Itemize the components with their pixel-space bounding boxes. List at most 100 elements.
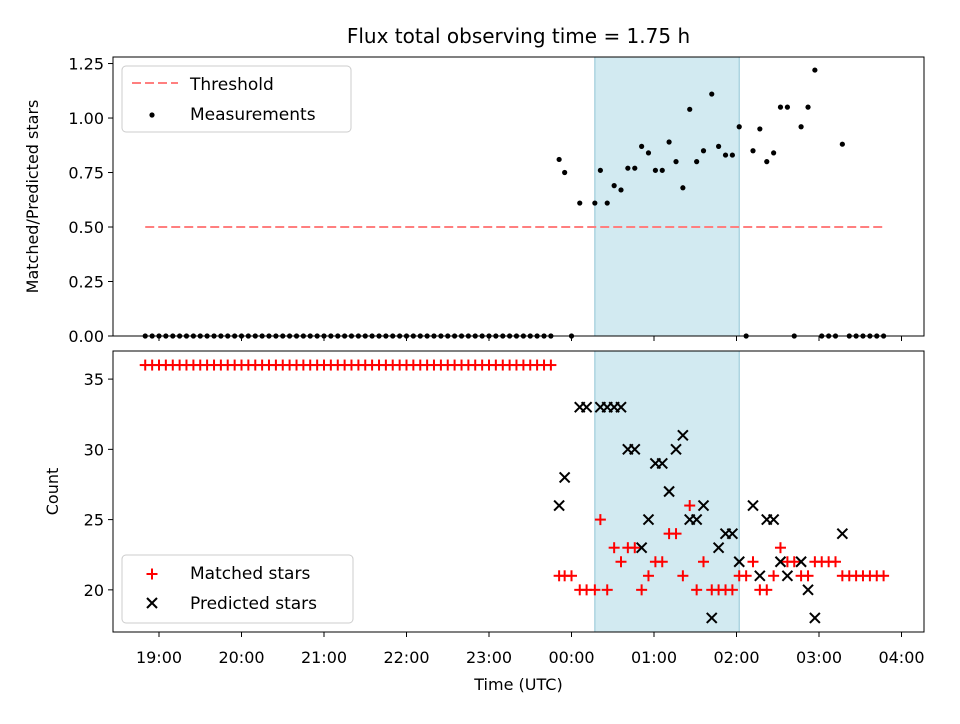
- measurement-point: [611, 183, 617, 189]
- measurement-point: [798, 124, 804, 130]
- measurement-point: [715, 143, 722, 149]
- x-axis-label: Time (UTC): [473, 675, 562, 694]
- measurement-point: [618, 187, 624, 193]
- matched-star-point: [747, 556, 759, 568]
- bottom-legend-box: [121, 554, 354, 624]
- bottom-y-axis-label: Count: [43, 468, 62, 516]
- matched-star-point: [878, 570, 890, 582]
- measurement-point: [764, 159, 770, 165]
- measurement-point: [680, 185, 686, 191]
- measurement-point: [562, 169, 568, 176]
- predicted-star-point: [706, 612, 718, 624]
- x-tick-label: 22:00: [383, 648, 429, 667]
- x-tick-label: 23:00: [466, 648, 512, 667]
- bottom-y-tick-label: 25: [84, 511, 104, 530]
- measurement-point: [805, 104, 811, 110]
- predicted-star-point: [663, 485, 675, 498]
- top-y-tick-label: 0.00: [68, 327, 104, 346]
- matched-star-point: [594, 514, 606, 526]
- matched-star-point: [698, 556, 709, 568]
- bottom-x-ticks: 19:00 20:00 21:00 22:00 23:00 00:00 01:00 02:00…: [136, 632, 925, 667]
- matched-star-point: [740, 570, 752, 582]
- matched-star-point: [830, 556, 841, 568]
- predicted-star-point: [690, 513, 703, 526]
- predicted-legend-label: Predicted stars: [190, 594, 317, 614]
- predicted-star-point: [767, 513, 780, 526]
- top-y-tick-label: 0.75: [68, 164, 104, 183]
- predicted-star-point: [747, 499, 759, 512]
- x-tick-label: 00:00: [548, 648, 594, 667]
- top-legend: Threshold Measurements: [121, 65, 352, 133]
- top-panel: 0.00 0.25 0.50 0.75 1.00 1.25 Flux total obse…: [23, 24, 925, 346]
- matched-star-point: [788, 556, 800, 568]
- predicted-star-point: [558, 471, 571, 484]
- predicted-star-point: [656, 457, 668, 470]
- predicted-star-point: [580, 401, 593, 413]
- top-y-tick-label: 1.25: [68, 55, 104, 74]
- threshold-legend-label: Threshold: [189, 75, 274, 95]
- bottom-y-tick-label: 30: [84, 440, 104, 459]
- chart-title: Flux total observing time = 1.75 h: [347, 24, 690, 48]
- x-tick-label: 19:00: [136, 648, 182, 667]
- bottom-y-tick-label: 35: [84, 370, 104, 389]
- x-tick-label: 04:00: [878, 648, 924, 667]
- matched-legend-label: Matched stars: [190, 564, 310, 584]
- matched-star-point: [636, 584, 648, 596]
- bottom-y-ticks: 20 25 30 35: [84, 370, 113, 600]
- matched-star-point: [629, 542, 641, 554]
- matched-star-point: [691, 584, 703, 596]
- matched-star-point: [608, 542, 620, 554]
- predicted-star-point: [795, 556, 807, 568]
- top-x-ticks: [158, 336, 902, 341]
- measurement-point: [812, 67, 818, 73]
- measurement-point: [639, 143, 645, 149]
- predicted-star-point: [774, 556, 787, 568]
- predicted-star-point: [677, 429, 689, 442]
- measurement-point: [839, 141, 845, 147]
- top-y-tick-label: 0.25: [68, 273, 104, 292]
- measurement-point: [771, 150, 777, 156]
- measurement-point: [604, 200, 610, 206]
- matched-star-point: [684, 500, 696, 512]
- top-y-tick-label: 0.50: [68, 218, 104, 237]
- bottom-panel: 20 25 30 35 19:00 20:00 21:00 22:00 23:00 00:00 0…: [43, 350, 925, 694]
- matched-star-point: [726, 584, 738, 596]
- measurement-point: [652, 167, 659, 173]
- predicted-star-point: [781, 570, 794, 582]
- measurement-point: [722, 152, 729, 158]
- measurement-point: [659, 167, 665, 173]
- matched-star-point: [761, 584, 773, 596]
- measurement-point: [666, 139, 672, 145]
- predicted-star-point: [697, 499, 710, 512]
- measurement-point: [750, 148, 756, 154]
- measurement-point: [687, 106, 693, 112]
- top-y-axis-label: Matched/Predicted stars: [23, 100, 42, 294]
- predicted-star-point: [629, 443, 641, 456]
- matched-star-point: [545, 359, 557, 371]
- measurement-point: [632, 165, 638, 171]
- predicted-star-point: [726, 527, 739, 540]
- matched-star-point: [670, 528, 682, 540]
- top-y-ticks: 0.00 0.25 0.50 0.75 1.00 1.25: [68, 55, 113, 346]
- x-tick-label: 20:00: [218, 648, 264, 667]
- matched-star-point: [642, 570, 654, 582]
- measurement-point: [625, 165, 631, 171]
- x-tick-label: 21:00: [301, 648, 347, 667]
- top-legend-box: [121, 65, 352, 133]
- predicted-star-point: [712, 541, 725, 554]
- matched-star-point: [802, 570, 814, 582]
- measurement-point: [700, 148, 707, 154]
- measurement-point: [694, 159, 700, 165]
- matched-star-point: [656, 556, 668, 568]
- measurement-point: [597, 167, 603, 173]
- measurement-point: [556, 156, 562, 163]
- matched-star-point: [566, 570, 577, 582]
- top-y-tick-label: 1.00: [68, 109, 104, 128]
- matched-legend-marker: [146, 568, 158, 580]
- x-tick-label: 02:00: [713, 648, 759, 667]
- bottom-y-tick-label: 20: [84, 581, 104, 600]
- measurement-point: [645, 150, 652, 156]
- matched-star-point: [615, 556, 627, 568]
- bottom-plot-frame: [112, 350, 925, 633]
